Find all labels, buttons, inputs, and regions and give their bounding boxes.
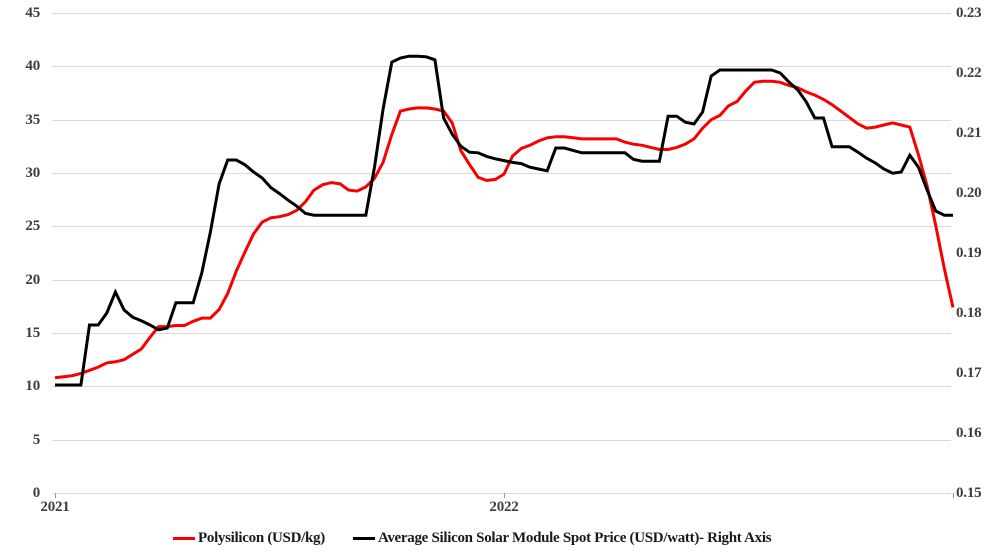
left-axis-tick-5: 5 (32, 431, 41, 448)
right-axis-tick-0.15: 0.15 (956, 485, 982, 501)
legend-item-module-spot-price: Average Silicon Solar Module Spot Price … (352, 530, 772, 547)
right-axis-tick-0.19: 0.19 (956, 245, 982, 261)
right-axis-tick-0.20: 0.20 (956, 185, 982, 201)
x-axis-label-2022: 2022 (489, 499, 519, 515)
left-axis-tick-20: 20 (25, 271, 40, 288)
left-axis-tick-30: 30 (25, 165, 40, 181)
left-axis-tick-45: 45 (25, 5, 40, 21)
x-axis-label-2021: 2021 (40, 499, 70, 515)
right-axis-tick-0.17: 0.17 (956, 365, 982, 381)
right-axis-tick-0.16: 0.16 (956, 425, 982, 441)
polysilicon-line-swatch (173, 537, 195, 540)
legend: Polysilicon (USD/kg) Average Silicon Sol… (173, 530, 772, 547)
left-axis-tick-40: 40 (25, 58, 40, 75)
left-axis-tick-15: 15 (25, 325, 40, 341)
legend-label-module-spot-price: Average Silicon Solar Module Spot Price … (377, 530, 772, 546)
series-line-module-spot-price (55, 54, 953, 387)
left-axis-tick-10: 10 (25, 378, 40, 395)
legend-label-polysilicon: Polysilicon (USD/kg) (198, 530, 325, 546)
right-axis-tick-0.21: 0.21 (956, 125, 982, 141)
legend-item-polysilicon: Polysilicon (USD/kg) (173, 530, 325, 547)
left-axis-tick-0: 0 (32, 485, 41, 501)
left-axis-tick-35: 35 (25, 111, 40, 128)
series-line-polysilicon (54, 79, 955, 380)
right-axis-tick-0.22: 0.22 (956, 65, 982, 81)
module-price-line-swatch (352, 537, 375, 540)
left-axis-tick-25: 25 (25, 218, 40, 235)
right-axis-tick-0.18: 0.18 (956, 305, 982, 321)
plot-area (52, 13, 955, 498)
right-axis-tick-0.23: 0.23 (956, 5, 982, 21)
